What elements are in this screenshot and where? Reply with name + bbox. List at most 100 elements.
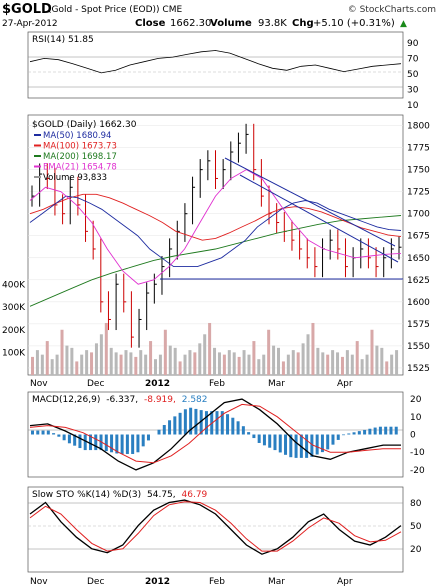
macd-histogram-bar [162, 425, 166, 435]
macd-histogram-bar [241, 426, 245, 435]
price-tick-label: 1625 [407, 276, 430, 286]
macd-hist-value: 2.582 [182, 395, 208, 405]
macd-histogram-bar [173, 416, 177, 435]
close-label: Close [135, 18, 166, 29]
volume-bar [31, 356, 34, 375]
chg-label: Chg [292, 18, 314, 29]
volume-bar [257, 359, 261, 375]
macd-histogram-bar [378, 426, 382, 435]
volume-bar [124, 350, 128, 375]
rsi-tick-label: 70 [407, 55, 419, 65]
macd-histogram-bar [57, 434, 61, 437]
macd-histogram-bar [131, 434, 135, 454]
macd-histogram-bar [347, 433, 351, 435]
macd-histogram-bar [310, 434, 314, 457]
volume-bar [222, 354, 226, 375]
macd-histogram-bar [231, 417, 235, 435]
volume-bar [350, 354, 354, 375]
macd-histogram-bar [157, 429, 161, 435]
volume-bar [208, 322, 212, 375]
volume-bar [242, 350, 246, 375]
macd-histogram-bar [342, 434, 346, 436]
x-axis-label: Apr [337, 379, 353, 389]
x-axis-label: Mar [268, 577, 285, 587]
x-axis-label: Nov [30, 379, 48, 389]
macd-tick-label: 20 [410, 395, 422, 405]
volume-bar [90, 352, 94, 375]
macd-histogram-bar [62, 434, 66, 441]
macd-tick-label: 0 [410, 431, 416, 441]
macd-label: MACD(12,26,9) [32, 395, 100, 405]
macd-histogram-bar [336, 434, 340, 440]
legend-entry: Volume 93,833 [43, 173, 107, 183]
volume-tick-label: 300K [2, 303, 26, 313]
volume-bar [65, 345, 69, 375]
volume-bar [55, 354, 59, 375]
price-tick-label: 1675 [407, 232, 430, 242]
rsi-tick-label: 30 [407, 86, 419, 96]
volume-bar [163, 329, 167, 375]
volume-bar [134, 356, 138, 375]
volume-bar [70, 347, 74, 375]
price-tick-label: 1525 [407, 364, 430, 374]
volume-bar [193, 352, 197, 375]
macd-histogram-bar [67, 434, 71, 444]
volume-bar [336, 352, 340, 375]
svg-text:Slow STO %K(14) %D(3) 54: Slow STO %K(14) %D(3) 54.75, 46.79 [32, 490, 208, 500]
macd-histogram-bar [125, 434, 129, 454]
rsi-tick-label: 50 [407, 70, 419, 80]
macd-histogram-bar [320, 434, 324, 453]
volume-bar [139, 350, 143, 375]
macd-histogram-bar [141, 434, 145, 447]
volume-bar [321, 352, 325, 375]
volume-bar [390, 354, 394, 375]
macd-histogram-bar [146, 434, 150, 441]
volume-bar [272, 345, 276, 375]
volume-bar [252, 341, 256, 375]
chg-value: +5.10 (+0.31%) [313, 18, 395, 29]
sto-d-line [29, 501, 402, 552]
macd-histogram-bar [110, 434, 114, 453]
sto-tick-label: 80 [410, 499, 422, 509]
volume-tick-label: 400K [2, 281, 26, 291]
ma200-line [29, 215, 402, 307]
macd-histogram-bar [204, 411, 208, 435]
sto-tick-label: 20 [410, 545, 422, 555]
rsi-series-line [29, 50, 402, 74]
macd-histogram-bar [326, 434, 330, 450]
legend-entry: MA(100) 1673.73 [43, 142, 117, 152]
macd-histogram-bar [315, 434, 319, 455]
macd-histogram-bar [189, 407, 193, 435]
ma100-line [29, 193, 402, 241]
macd-histogram-bar [120, 434, 124, 454]
macd-tick-label: -10 [410, 448, 425, 458]
volume-bar [326, 354, 330, 375]
macd-histogram-bar [384, 426, 388, 435]
volume-bar [355, 341, 359, 375]
volume-bar [104, 322, 108, 375]
volume-bar [188, 350, 192, 375]
price-tick-label: 1775 [407, 144, 430, 154]
macd-value: -6.337, [106, 395, 138, 405]
volume-bar [114, 352, 118, 375]
volume-bar [306, 334, 310, 375]
macd-histogram-bar [31, 430, 34, 435]
macd-histogram-bar [78, 434, 82, 449]
x-axis-label: Dec [87, 577, 104, 587]
macd-histogram-bar [215, 411, 219, 435]
volume-bar [311, 322, 315, 375]
price-tick-label: 1700 [407, 210, 430, 220]
macd-histogram-bar [368, 428, 372, 435]
macd-line [29, 398, 401, 471]
price-tick-label: 1650 [407, 254, 430, 264]
volume-bar [262, 354, 266, 375]
macd-histogram-bar [273, 434, 277, 451]
trendline-mid [239, 174, 399, 263]
macd-histogram-bar [262, 434, 266, 446]
macd-histogram-bar [194, 408, 198, 435]
volume-bar [301, 343, 305, 375]
price-tick-label: 1800 [407, 122, 430, 132]
volume-bar [345, 350, 349, 375]
ticker-description: (Gold - Spot Price (EOD)) CME [48, 5, 182, 15]
price-tick-label: 1600 [407, 298, 430, 308]
